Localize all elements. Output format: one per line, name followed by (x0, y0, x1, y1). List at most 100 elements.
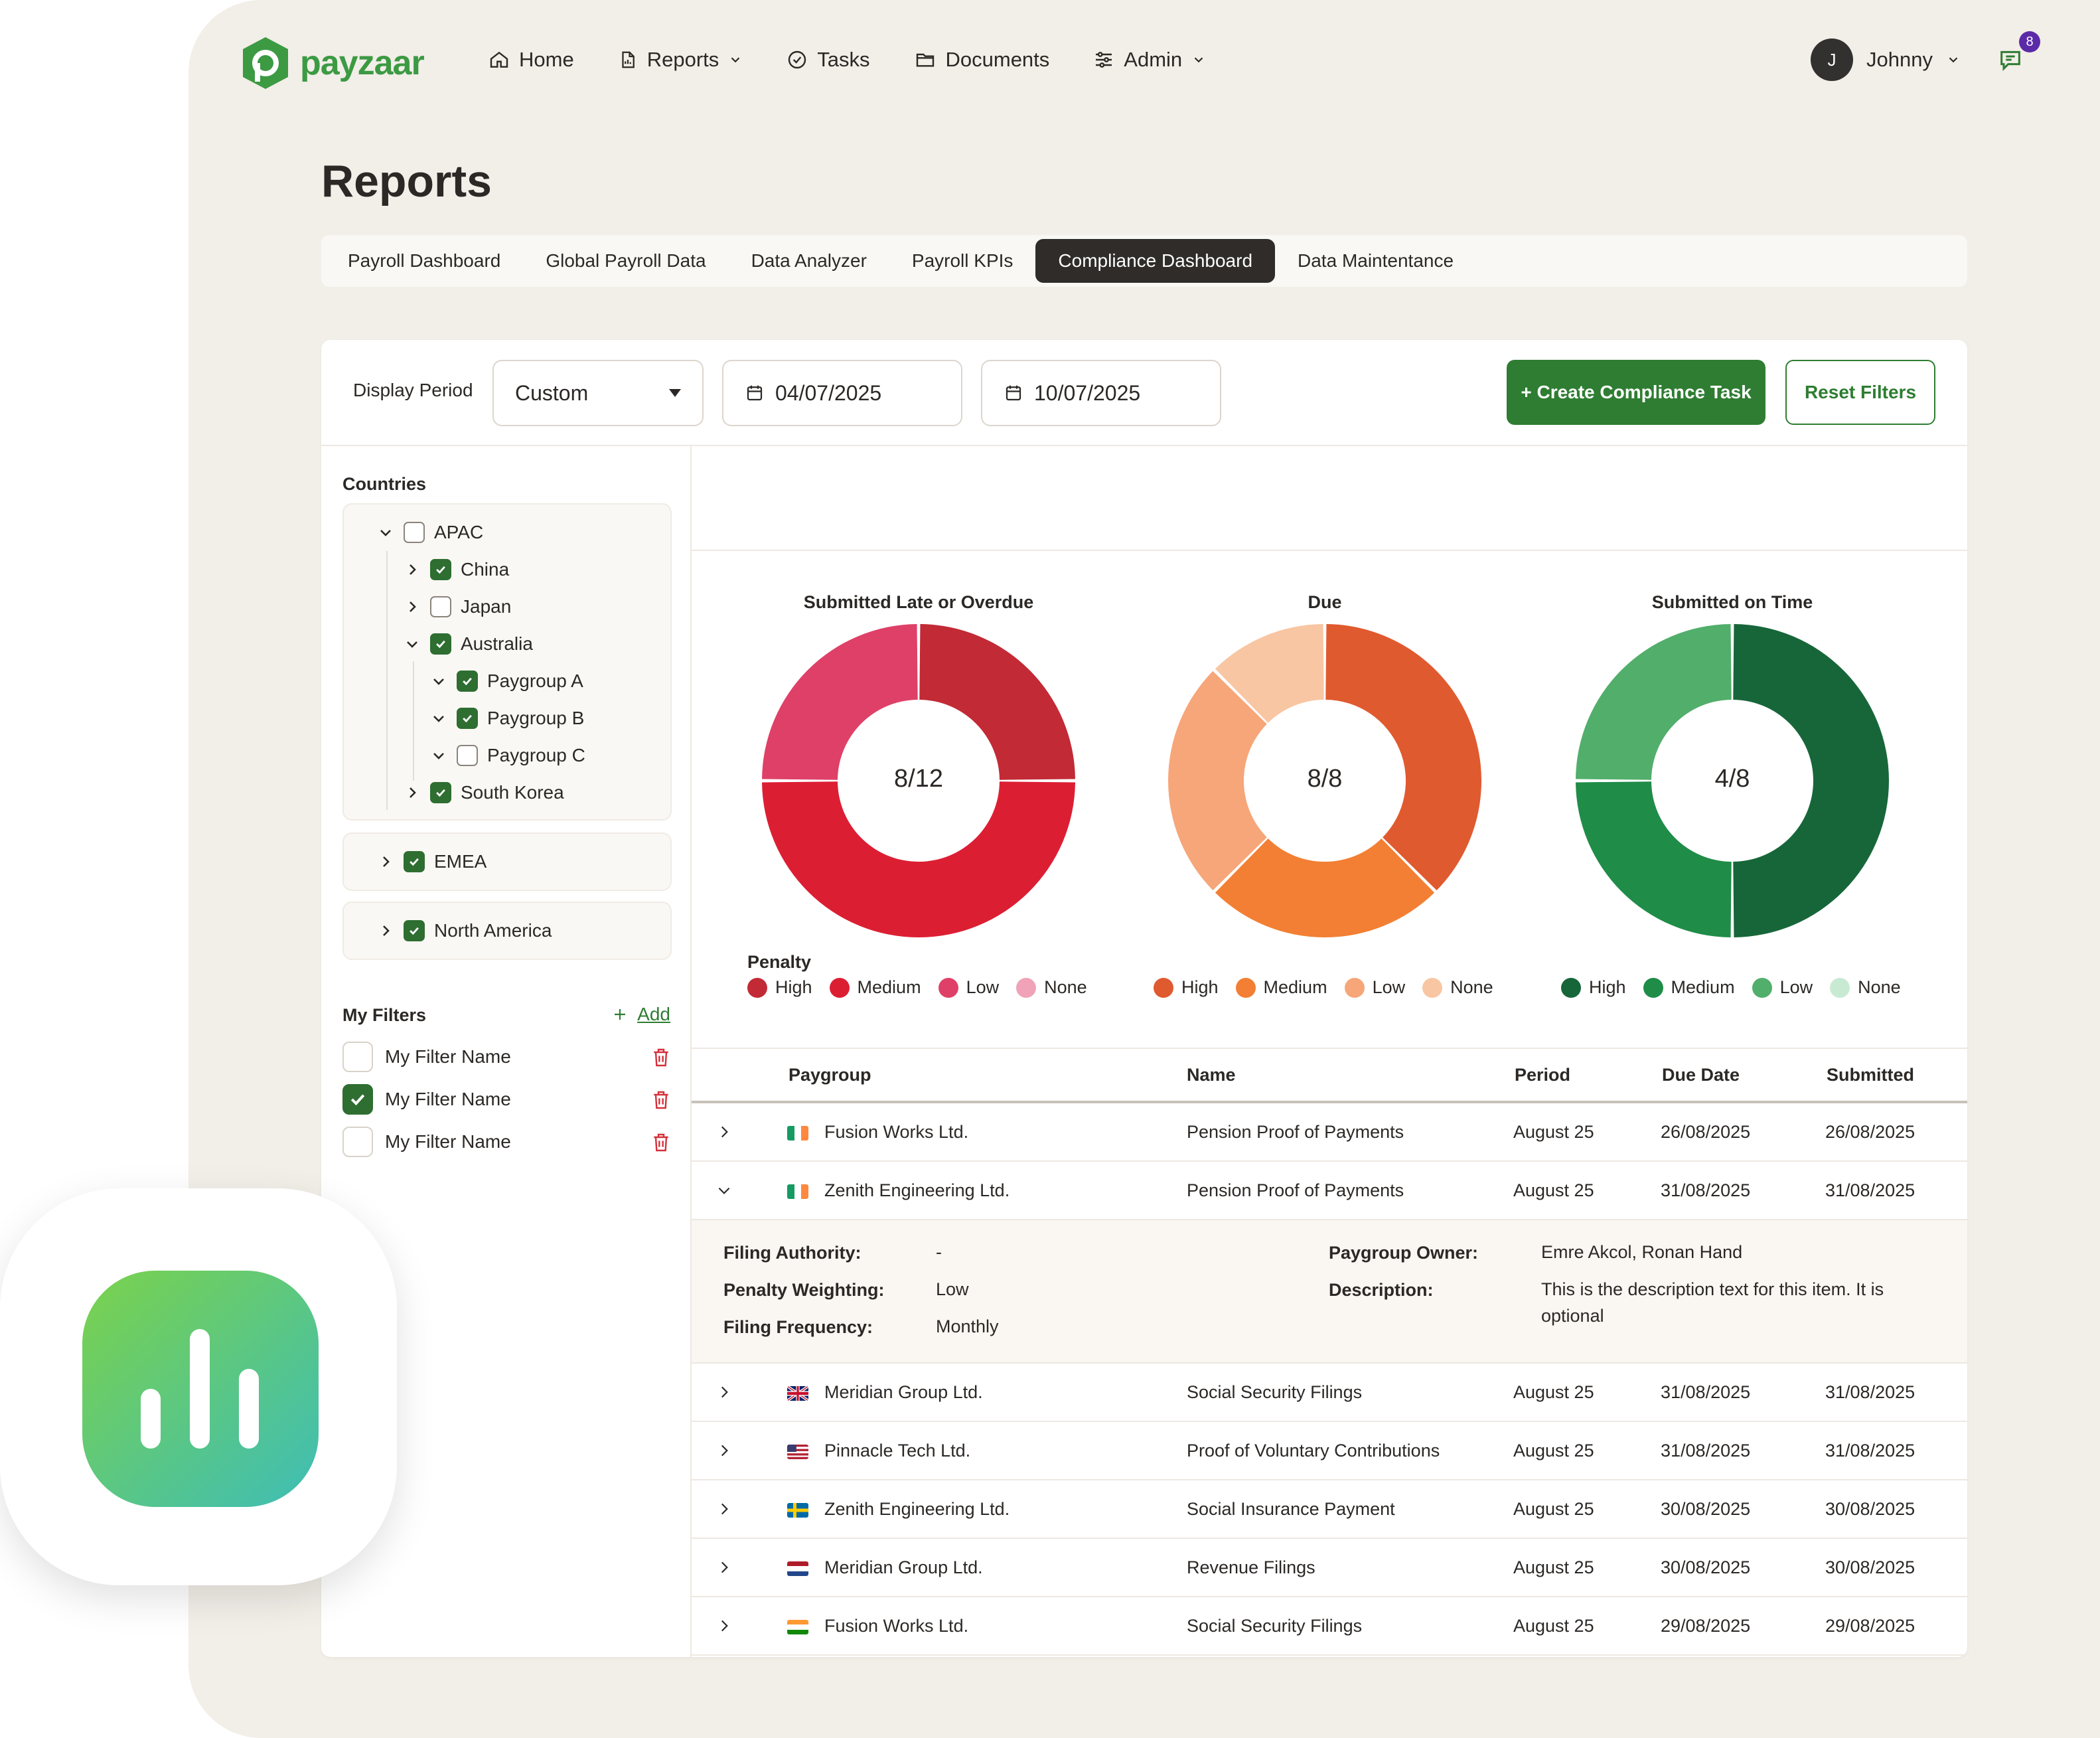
table-row[interactable]: Pinnacle Tech Ltd. Proof of Voluntary Co… (692, 1422, 1967, 1480)
end-date-value: 10/07/2025 (1034, 380, 1141, 405)
tree-item-paygroup-a[interactable]: Paygroup A (430, 668, 583, 694)
my-filter-checkbox[interactable] (342, 1042, 373, 1072)
chevron-right-icon[interactable] (404, 561, 421, 578)
donut-slice-medium[interactable] (1576, 781, 1732, 937)
tree-item-paygroup-b[interactable]: Paygroup B (430, 705, 584, 732)
checkbox-emea[interactable] (404, 851, 425, 872)
chevron-down-icon[interactable] (430, 747, 447, 764)
legend-label-low: Low (1372, 977, 1406, 997)
column-header-paygroup[interactable]: Paygroup (788, 1065, 871, 1085)
chevron-right-icon[interactable] (715, 1383, 733, 1401)
donut-slice-high[interactable] (1325, 624, 1481, 891)
tab-compliance-dashboard[interactable]: Compliance Dashboard (1035, 239, 1276, 283)
donut-slice-low[interactable] (1168, 671, 1267, 891)
donut-slice-high[interactable] (919, 624, 1075, 780)
donut-slice-medium[interactable] (762, 781, 1075, 937)
nav-admin[interactable]: Admin (1093, 48, 1206, 72)
checkbox-north-america[interactable] (404, 920, 425, 941)
chevron-down-icon[interactable] (377, 524, 394, 541)
tree-item-north-america[interactable]: North America (377, 917, 552, 944)
nav-home[interactable]: Home (488, 48, 574, 72)
trash-icon[interactable] (650, 1131, 672, 1154)
user-menu[interactable]: J Johnny (1811, 39, 1961, 81)
table-row[interactable]: Meridian Group Ltd. Social Security Fili… (692, 1364, 1967, 1422)
column-header-submitted[interactable]: Submitted (1827, 1065, 1914, 1085)
donut-slice-high[interactable] (1733, 624, 1889, 937)
tab-payroll-dashboard[interactable]: Payroll Dashboard (348, 250, 501, 271)
chevron-right-icon[interactable] (715, 1617, 733, 1634)
donut-slice-low[interactable] (762, 624, 918, 780)
tree-item-south-korea[interactable]: South Korea (404, 779, 564, 806)
notifications-button[interactable]: 8 (1994, 31, 2040, 76)
my-filter-checkbox[interactable] (342, 1084, 373, 1115)
chevron-down-icon[interactable] (430, 710, 447, 727)
nav-tasks[interactable]: Tasks (787, 48, 870, 72)
tree-item-apac[interactable]: APAC (377, 519, 483, 546)
donut-chart-late[interactable] (759, 621, 1078, 940)
brand-logo[interactable]: payzaar (240, 36, 425, 90)
donut-slice-medium[interactable] (1215, 838, 1435, 937)
my-filter-row[interactable]: My Filter Name (342, 1040, 672, 1074)
column-header-due-date[interactable]: Due Date (1662, 1065, 1740, 1085)
tree-item-japan[interactable]: Japan (404, 593, 511, 620)
chevron-right-icon[interactable] (404, 598, 421, 615)
checkbox-apac[interactable] (404, 522, 425, 543)
chevron-down-icon[interactable] (404, 635, 421, 653)
my-filter-checkbox[interactable] (342, 1127, 373, 1157)
legend-item-high: High (1561, 977, 1626, 998)
legend-dot (829, 977, 850, 998)
column-header-name[interactable]: Name (1187, 1065, 1236, 1085)
donut-slice-low[interactable] (1576, 624, 1732, 780)
table-row[interactable]: Zenith Engineering Ltd. Pension Proof of… (692, 1162, 1967, 1220)
chevron-down-icon[interactable] (430, 672, 447, 690)
table-row[interactable]: Fusion Works Ltd. Social Security Filing… (692, 1597, 1967, 1656)
tree-item-paygroup-c[interactable]: Paygroup C (430, 742, 585, 769)
donut-center-late: 8/12 (894, 765, 943, 793)
checkbox-paygroup-b[interactable] (457, 708, 478, 729)
trash-icon[interactable] (650, 1046, 672, 1069)
add-filter-link[interactable]: Add (612, 1004, 670, 1025)
start-date-input[interactable]: 04/07/2025 (722, 360, 962, 426)
legend-label-high: High (1181, 977, 1219, 997)
donut-slice-none[interactable] (1215, 624, 1324, 723)
table-row[interactable]: Fusion Works Ltd. Pension Proof of Payme… (692, 1103, 1967, 1162)
tree-item-emea[interactable]: EMEA (377, 848, 487, 875)
donut-chart-due[interactable] (1165, 621, 1484, 940)
chevron-right-icon[interactable] (377, 922, 394, 939)
penalty-weighting-value: Low (936, 1279, 969, 1299)
legend-dot (1344, 977, 1365, 998)
table-row[interactable]: Zenith Engineering Ltd. Social Insurance… (692, 1480, 1967, 1539)
end-date-input[interactable]: 10/07/2025 (981, 360, 1221, 426)
nav-reports[interactable]: Reports (618, 48, 743, 72)
checkbox-south-korea[interactable] (430, 782, 451, 803)
checkbox-paygroup-c[interactable] (457, 745, 478, 766)
chevron-right-icon[interactable] (715, 1559, 733, 1576)
checkbox-japan[interactable] (430, 596, 451, 617)
tree-item-china[interactable]: China (404, 556, 509, 583)
chevron-right-icon[interactable] (715, 1500, 733, 1518)
checkbox-australia[interactable] (430, 633, 451, 655)
chevron-right-icon[interactable] (715, 1123, 733, 1141)
checkbox-paygroup-a[interactable] (457, 671, 478, 692)
column-header-period[interactable]: Period (1515, 1065, 1571, 1085)
tab-data-maintenance[interactable]: Data Maintentance (1298, 250, 1454, 271)
chevron-right-icon[interactable] (404, 784, 421, 801)
display-period-select[interactable]: Custom (492, 360, 704, 426)
create-compliance-task-button[interactable]: + Create Compliance Task (1507, 360, 1765, 425)
my-filter-row[interactable]: My Filter Name (342, 1082, 672, 1117)
checkbox-china[interactable] (430, 559, 451, 580)
reset-filters-button[interactable]: Reset Filters (1785, 360, 1935, 425)
nav-documents[interactable]: Documents (914, 48, 1049, 72)
my-filter-row[interactable]: My Filter Name (342, 1125, 672, 1159)
tab-payroll-kpis[interactable]: Payroll KPIs (911, 250, 1013, 271)
donut-chart-on-time[interactable] (1573, 621, 1892, 940)
trash-icon[interactable] (650, 1089, 672, 1111)
legend-label-high: High (1589, 977, 1626, 997)
chevron-down-icon[interactable] (715, 1182, 733, 1199)
chevron-right-icon[interactable] (377, 853, 394, 870)
chevron-right-icon[interactable] (715, 1442, 733, 1459)
tab-global-payroll-data[interactable]: Global Payroll Data (546, 250, 706, 271)
table-row[interactable]: Meridian Group Ltd. Revenue Filings Augu… (692, 1539, 1967, 1597)
tab-data-analyzer[interactable]: Data Analyzer (751, 250, 867, 271)
tree-item-australia[interactable]: Australia (404, 631, 533, 657)
